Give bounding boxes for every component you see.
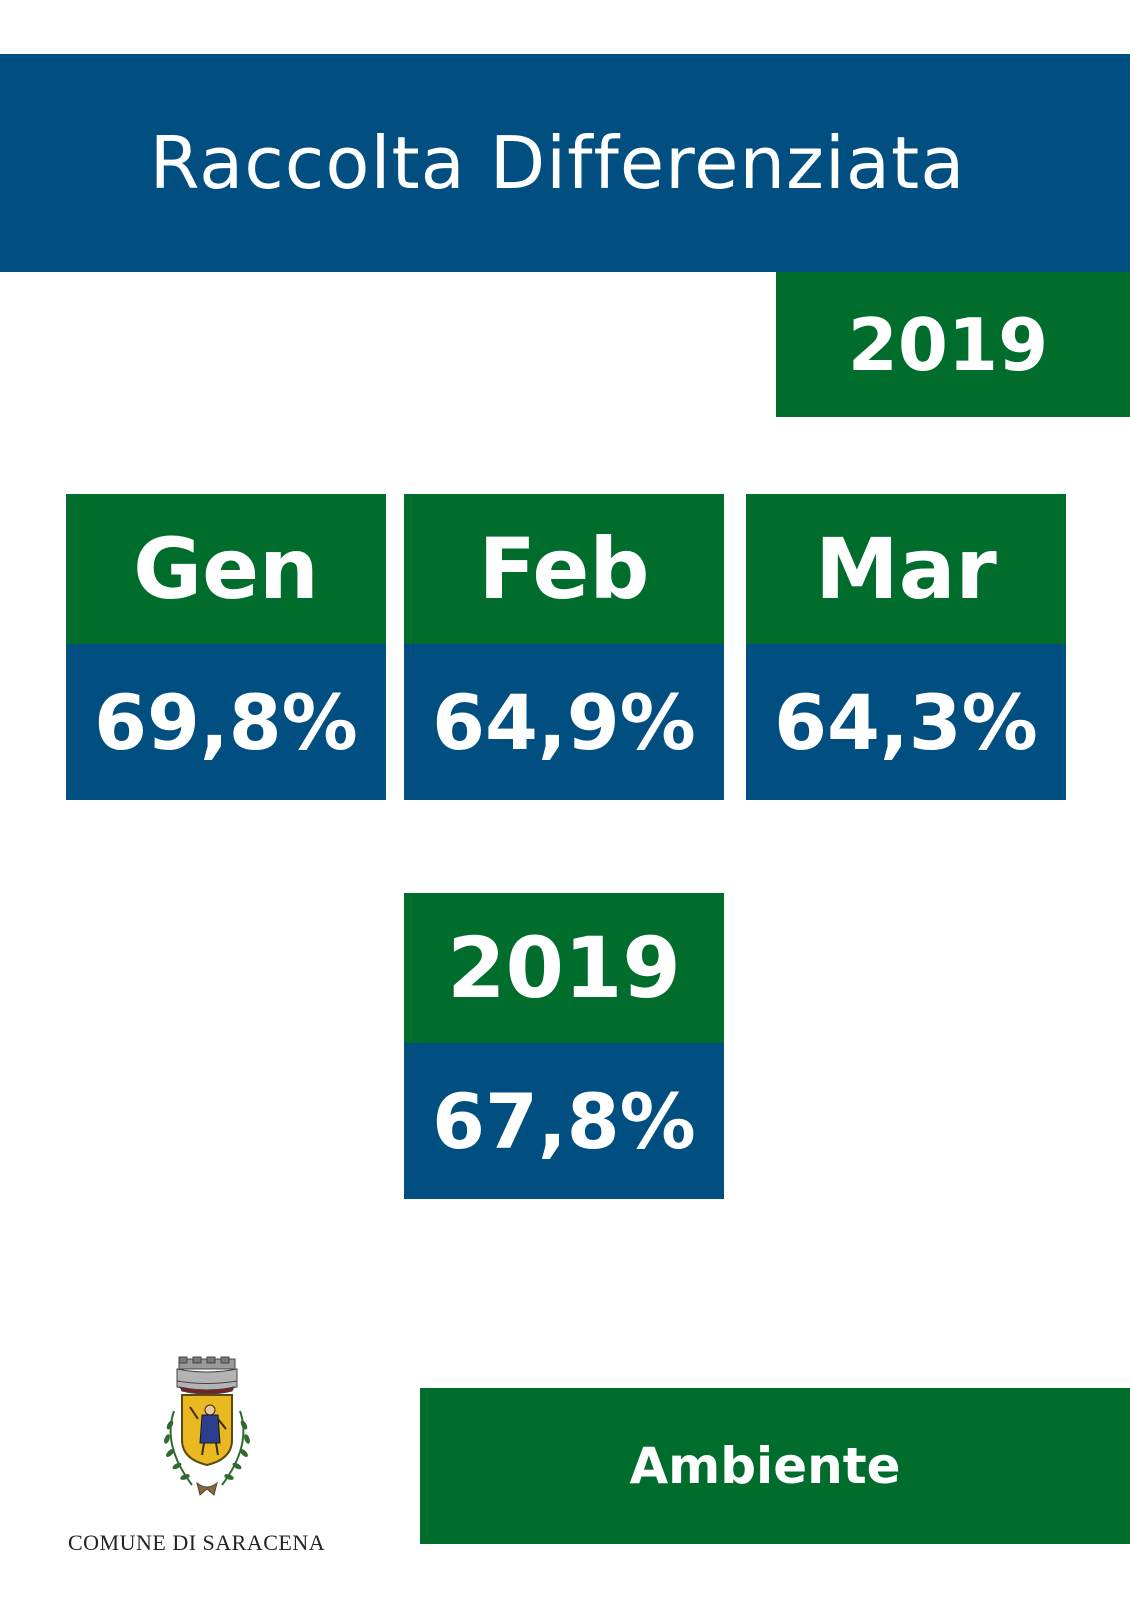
- year-tag: 2019: [776, 272, 1130, 417]
- title-banner: Raccolta Differenziata: [0, 54, 1130, 272]
- month-card-header: Mar: [746, 494, 1066, 644]
- section-label: Ambiente: [629, 1437, 901, 1495]
- year-summary-card: 2019 67,8%: [404, 893, 724, 1199]
- month-card-body: 69,8%: [66, 644, 386, 800]
- month-label: Gen: [133, 520, 319, 618]
- page-title: Raccolta Differenziata: [149, 121, 966, 205]
- year-summary-header: 2019: [404, 893, 724, 1043]
- month-percentage: 64,9%: [432, 677, 696, 767]
- month-percentage: 64,3%: [774, 677, 1038, 767]
- section-tag: Ambiente: [420, 1388, 1130, 1544]
- logo-caption: COMUNE DI SARACENA: [68, 1530, 326, 1555]
- month-card-mar: Mar 64,3%: [746, 494, 1066, 800]
- month-card-feb: Feb 64,9%: [404, 494, 724, 800]
- year-summary-label: 2019: [447, 919, 681, 1017]
- year-summary-percentage: 67,8%: [432, 1076, 696, 1166]
- month-card-body: 64,3%: [746, 644, 1066, 800]
- coat-of-arms-icon: [164, 1356, 250, 1496]
- month-percentage: 69,8%: [94, 677, 358, 767]
- month-card-gen: Gen 69,8%: [66, 494, 386, 800]
- month-card-header: Feb: [404, 494, 724, 644]
- month-label: Mar: [815, 520, 997, 618]
- year-summary-body: 67,8%: [404, 1043, 724, 1199]
- month-label: Feb: [478, 520, 650, 618]
- coat-of-arms-logo: [152, 1355, 262, 1505]
- month-card-header: Gen: [66, 494, 386, 644]
- month-card-body: 64,9%: [404, 644, 724, 800]
- year-tag-label: 2019: [847, 302, 1049, 387]
